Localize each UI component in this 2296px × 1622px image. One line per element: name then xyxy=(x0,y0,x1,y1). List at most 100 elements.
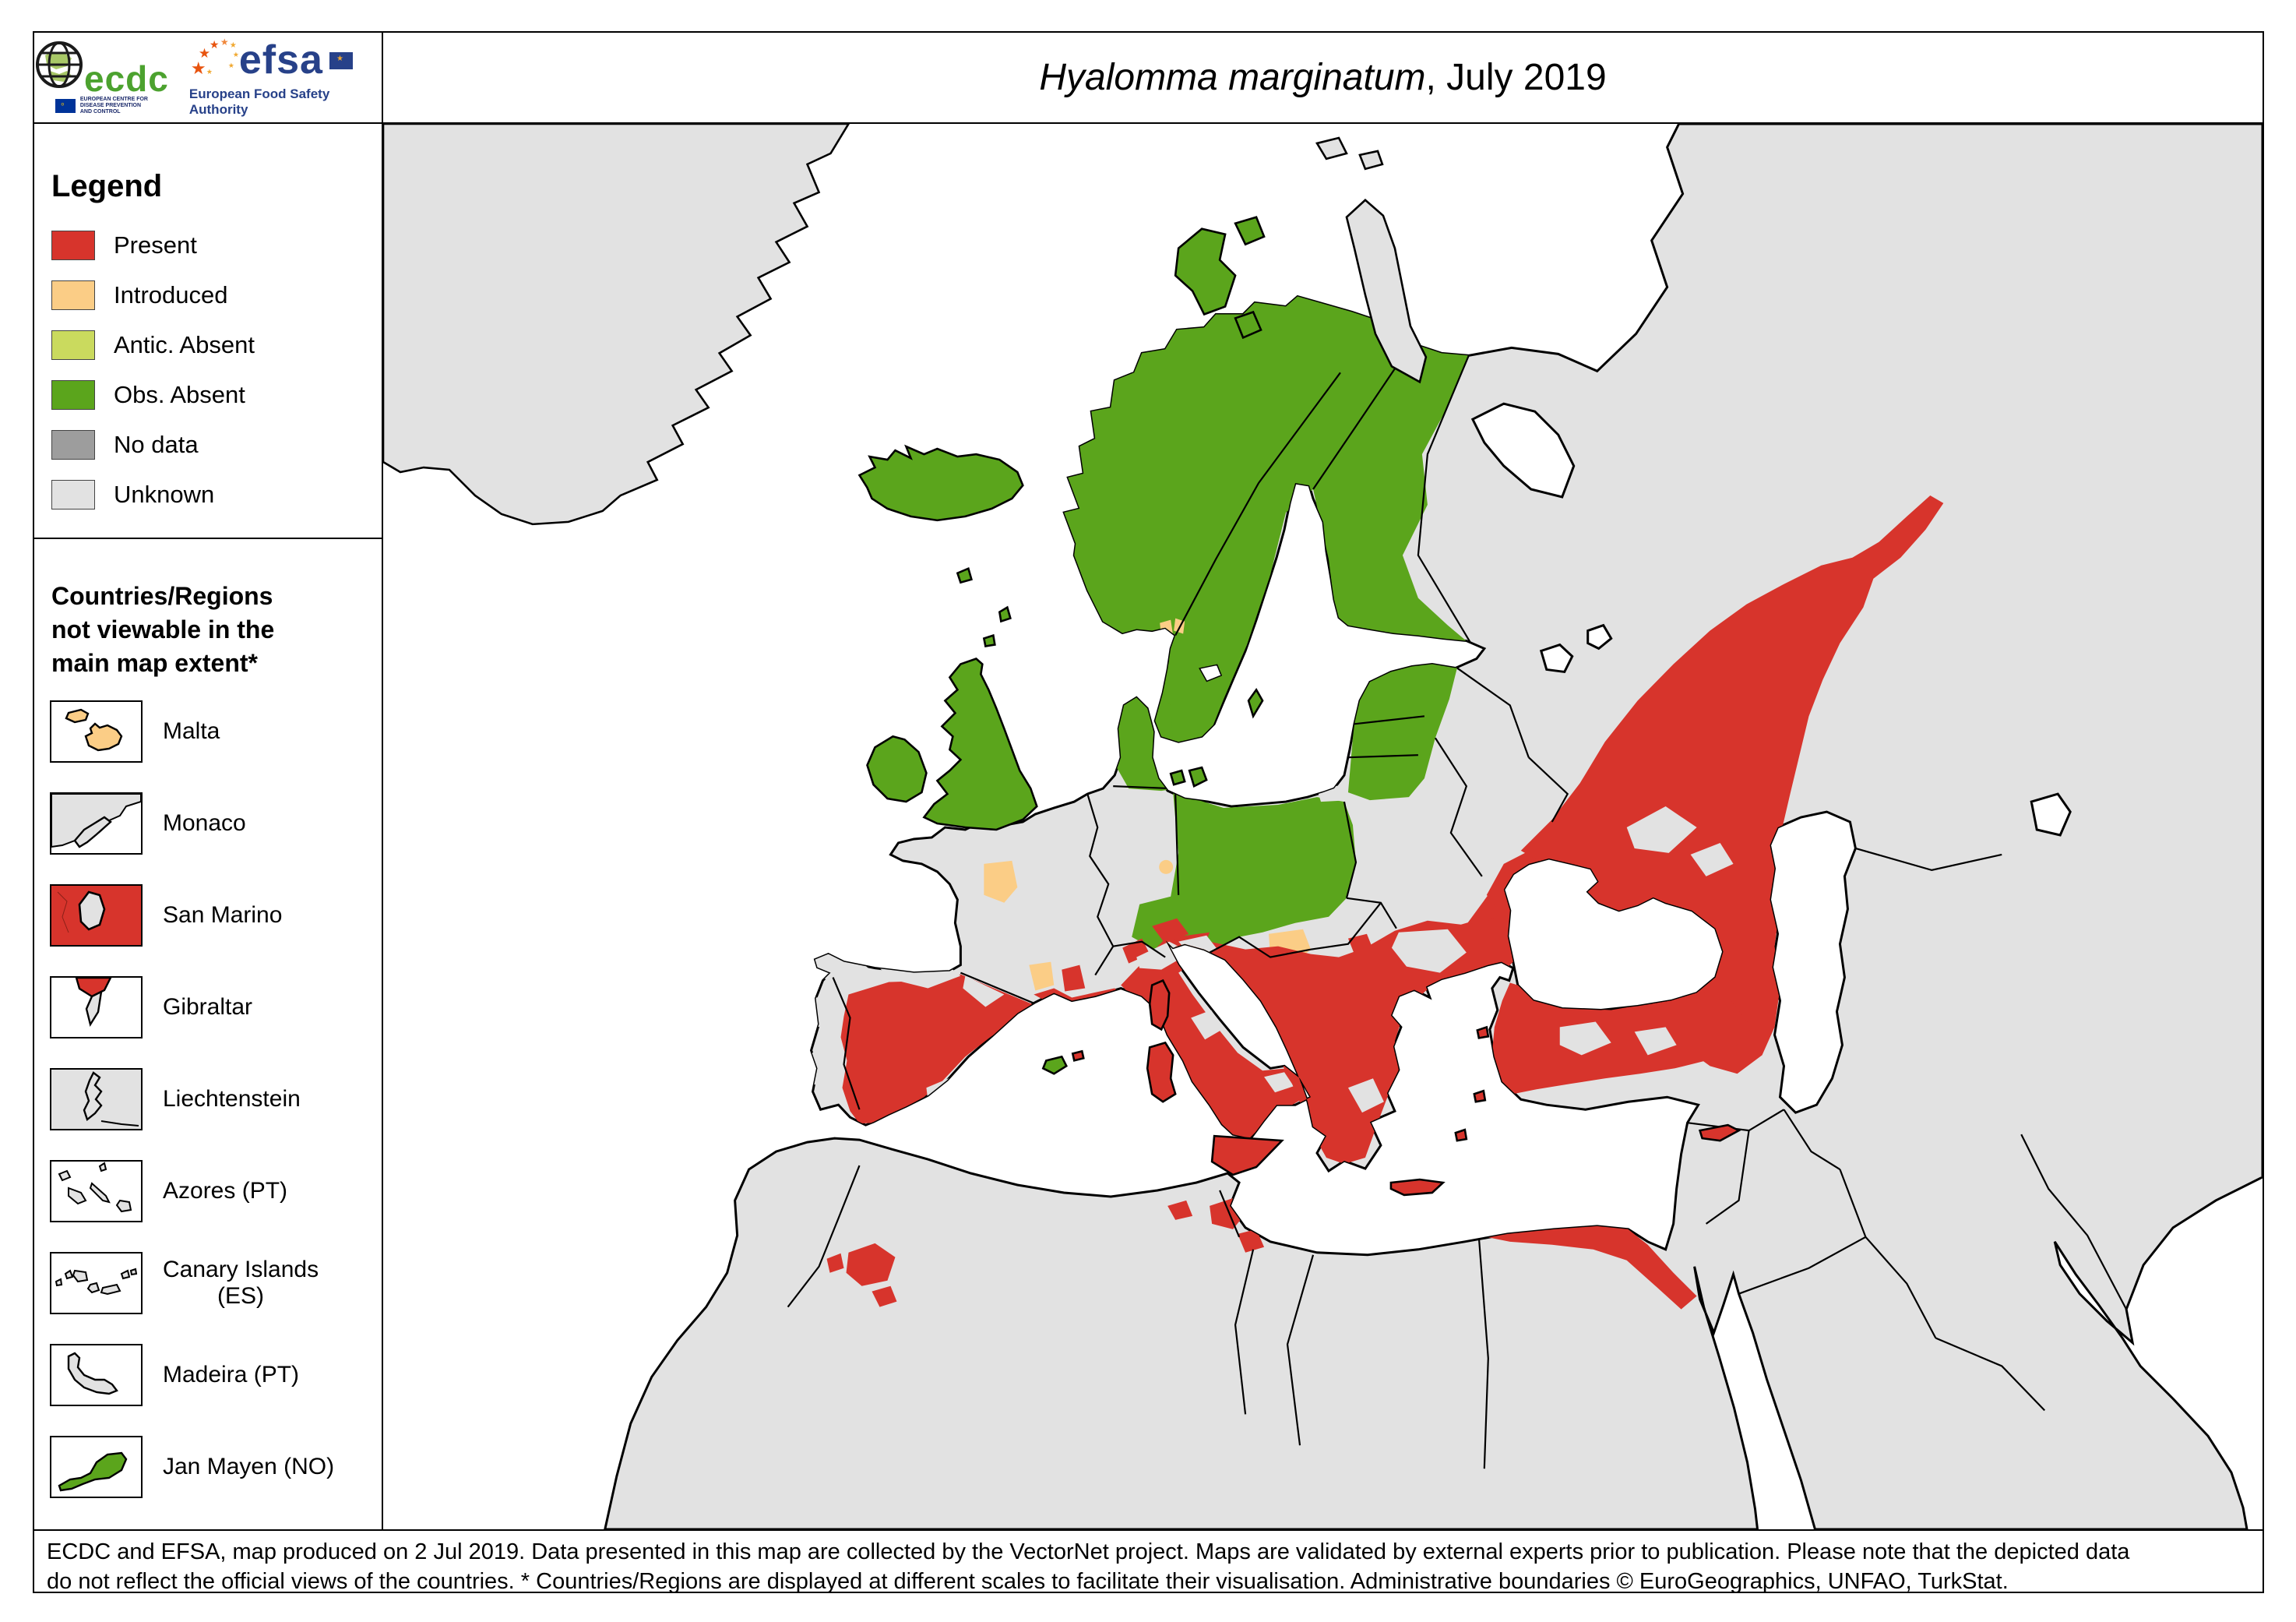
svalbard-3 xyxy=(1234,310,1262,340)
region-portugal-coast-1 xyxy=(811,994,841,1028)
antic-absent-label: Antic. Absent xyxy=(114,331,255,358)
sidebar: Legend Present Introduced Antic. Absent … xyxy=(34,124,383,1529)
map-title-date: , July 2019 xyxy=(1425,57,1607,98)
country-row-canary-islands: Canary Islands (ES) xyxy=(47,1251,382,1314)
introduced-label: Introduced xyxy=(114,281,228,309)
footer-line-1: ECDC and EFSA, map produced on 2 Jul 201… xyxy=(47,1539,2130,1564)
country-row-malta: Malta xyxy=(47,700,382,763)
region-greece-central xyxy=(1347,1078,1384,1113)
country-row-monaco: Monaco xyxy=(47,792,382,855)
jan-mayen-label: Jan Mayen (NO) xyxy=(163,1453,335,1479)
funen xyxy=(1169,769,1186,786)
greenland xyxy=(383,124,850,526)
monaco-thumbnail-map xyxy=(50,792,143,855)
efsa-wordmark: efsa xyxy=(238,37,323,83)
europe-map xyxy=(383,124,2263,1529)
countries-not-viewable: Countries/Regions not viewable in the ma… xyxy=(34,539,382,1529)
footer-note: ECDC and EFSA, map produced on 2 Jul 201… xyxy=(34,1529,2263,1594)
region-paris xyxy=(984,860,1018,903)
legend-item-antic-absent: Antic. Absent xyxy=(51,330,382,360)
menorca xyxy=(1071,1049,1085,1062)
footer-line-2: do not reflect the official views of the… xyxy=(47,1569,2009,1595)
iceland xyxy=(857,444,1024,522)
region-germany-dot xyxy=(1159,859,1174,874)
franz-josef-2 xyxy=(1358,150,1384,171)
liechtenstein-label: Liechtenstein xyxy=(163,1085,301,1112)
islands xyxy=(383,124,1741,1197)
region-kaliningrad xyxy=(1317,785,1350,802)
faroe-islands xyxy=(956,566,973,584)
obs-absent-label: Obs. Absent xyxy=(114,381,245,408)
efsa-logo: ★ ★ ★ ★ ★ ★ ★ ★ efsa European Food Safet… xyxy=(188,36,382,118)
country-row-madeira: Madeira (PT) xyxy=(47,1343,382,1406)
region-transylvania xyxy=(1391,929,1467,973)
jan-mayen-thumbnail-map xyxy=(50,1435,143,1498)
mallorca xyxy=(1041,1055,1068,1075)
region-egypt xyxy=(1486,1213,1697,1310)
region-poland-czech xyxy=(1132,792,1356,956)
monaco-label: Monaco xyxy=(163,809,246,836)
crete xyxy=(1389,1178,1446,1197)
region-massif xyxy=(1029,961,1055,991)
great-britain xyxy=(922,658,1038,831)
legend-item-no-data: No data xyxy=(51,430,382,460)
franz-josef-1 xyxy=(1315,136,1348,160)
gotland xyxy=(1247,687,1264,719)
liechtenstein-thumbnail-map xyxy=(50,1067,143,1130)
ecdc-logo: ecdc EUROPEAN CENTRE FOR DISEASE PREVENT… xyxy=(34,40,169,115)
malta-label: Malta xyxy=(163,718,220,744)
region-morocco-2 xyxy=(826,1253,844,1273)
region-north-coast-spain xyxy=(878,966,961,989)
ecdc-tagline: EUROPEAN CENTRE FOR DISEASE PREVENTION A… xyxy=(79,96,148,115)
region-tunisia-2 xyxy=(1238,1229,1265,1253)
efsa-tagline: European Food Safety Authority xyxy=(188,86,330,117)
region-iberia xyxy=(840,974,1036,1124)
canary-islands-label: Canary Islands (ES) xyxy=(163,1256,319,1309)
region-russia-gap-1 xyxy=(1626,806,1697,853)
sicily xyxy=(1210,1134,1284,1176)
antic-absent-swatch xyxy=(51,330,95,360)
map-canvas xyxy=(383,124,2263,1529)
country-borders xyxy=(787,354,2128,1469)
region-russia-gap-2 xyxy=(1690,842,1734,876)
region-alps-2 xyxy=(1122,938,1150,964)
obs-absent-swatch xyxy=(51,380,95,410)
region-morocco-3 xyxy=(872,1285,897,1307)
svalbard-2 xyxy=(1234,216,1266,246)
sardinia xyxy=(1146,1041,1177,1103)
aegean-island-3 xyxy=(1476,1025,1490,1039)
legend-title: Legend xyxy=(51,169,163,203)
zealand xyxy=(1188,766,1208,788)
no-data-label: No data xyxy=(114,431,199,458)
corsica xyxy=(1148,978,1171,1031)
gibraltar-thumbnail-map xyxy=(50,975,143,1038)
svalbard-1 xyxy=(1174,227,1237,316)
novaya-zemlya xyxy=(1345,199,1428,384)
ecdc-wordmark: ecdc xyxy=(84,58,169,100)
region-balkans xyxy=(1175,907,1513,1165)
present-label: Present xyxy=(114,231,197,259)
country-row-liechtenstein: Liechtenstein xyxy=(47,1067,382,1130)
madeira-label: Madeira (PT) xyxy=(163,1361,300,1388)
region-baltics xyxy=(1347,658,1457,801)
region-anatolia-gap-1 xyxy=(1559,1021,1611,1056)
efsa-stars-icon: ★ ★ ★ ★ ★ ★ ★ ★ xyxy=(190,36,239,78)
no-data-swatch xyxy=(51,430,95,460)
countries-heading: Countries/Regions not viewable in the ma… xyxy=(51,582,275,678)
mainland xyxy=(604,124,2263,1529)
shetland xyxy=(998,605,1012,623)
introduced-swatch xyxy=(51,280,95,310)
region-turkey xyxy=(1491,982,1749,1095)
legend: Legend Present Introduced Antic. Absent … xyxy=(34,124,382,539)
country-row-gibraltar: Gibraltar xyxy=(47,975,382,1038)
azores-thumbnail-map xyxy=(50,1159,143,1222)
country-row-azores: Azores (PT) xyxy=(47,1159,382,1222)
legend-item-obs-absent: Obs. Absent xyxy=(51,380,382,410)
region-puglia xyxy=(1264,1072,1294,1093)
legend-item-introduced: Introduced xyxy=(51,280,382,310)
san-marino-thumbnail-map xyxy=(50,883,143,947)
ecdc-globe-icon xyxy=(34,40,84,93)
san-marino-label: San Marino xyxy=(163,901,283,928)
map-title: Hyalomma marginatum, July 2019 xyxy=(383,33,2263,124)
